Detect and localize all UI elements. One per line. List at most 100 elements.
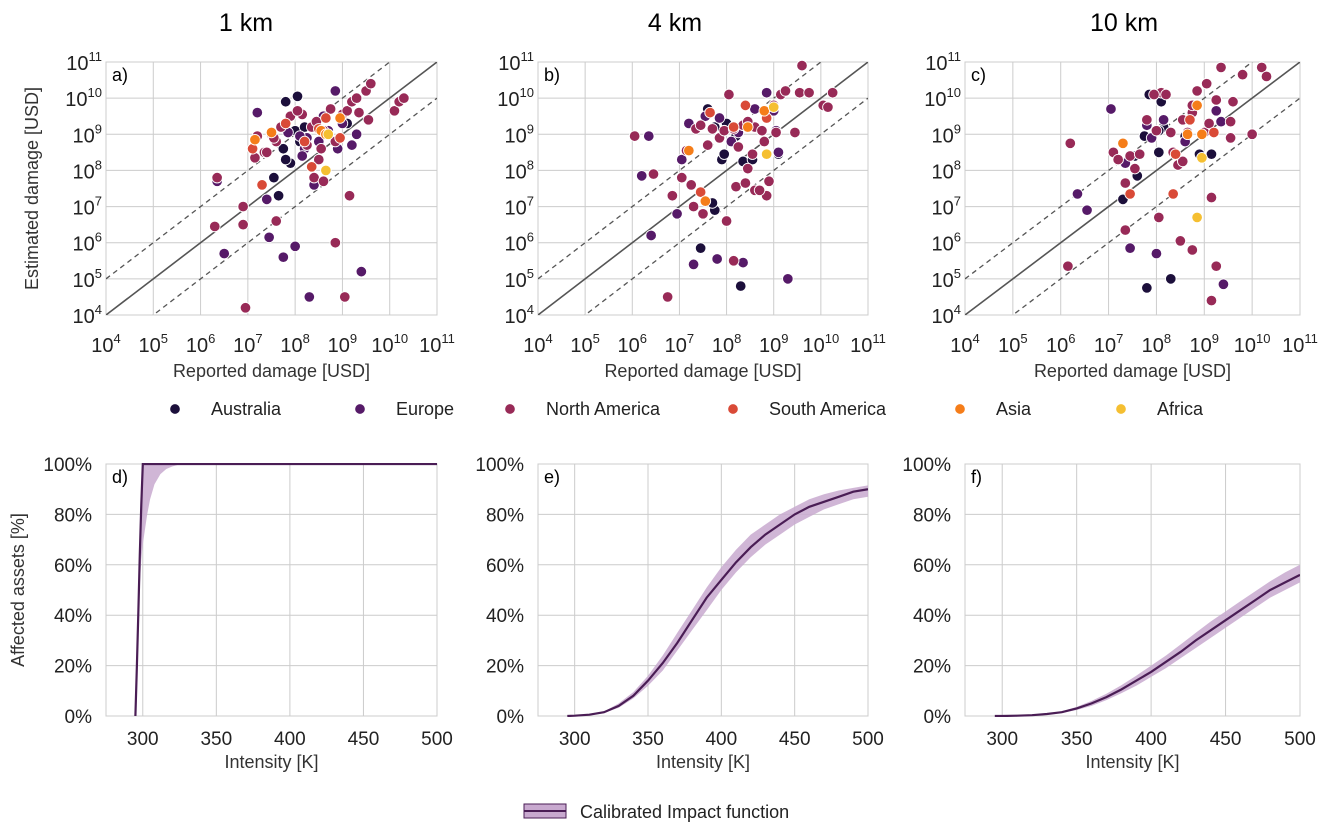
y-tick-label-exp: 10 (947, 85, 961, 100)
y-tick-label-base: 10 (73, 198, 95, 220)
data-point (737, 256, 749, 269)
column-title-4km: 4 km (648, 9, 702, 37)
y-tick-label-base: 10 (73, 161, 95, 183)
x-tick-label-exp: 4 (973, 331, 980, 346)
data-points (209, 77, 410, 314)
x-tick-label-base: 10 (186, 335, 208, 357)
y-tick-label-base: 10 (925, 53, 947, 75)
data-point (298, 135, 311, 148)
x-tick-label-exp: 7 (1116, 331, 1123, 346)
y-tick-label: 108 (505, 157, 534, 183)
data-point (277, 251, 290, 263)
y-tick-label-base: 10 (505, 234, 527, 256)
data-point (1196, 152, 1208, 164)
y-tick-label: 106 (932, 230, 961, 256)
data-point (211, 171, 223, 184)
data-point (249, 133, 261, 146)
data-point (289, 240, 301, 253)
x-tick-label: 350 (632, 729, 664, 750)
y-tick-label: 105 (932, 266, 961, 292)
x-tick-label-exp: 6 (640, 331, 647, 346)
impact-legend: Calibrated Impact function (523, 802, 789, 822)
data-point (734, 280, 747, 292)
x-tick-label-base: 10 (1190, 335, 1212, 357)
y-tick-label: 20% (486, 657, 524, 678)
data-point (1208, 126, 1220, 139)
x-tick-label: 107 (665, 331, 694, 357)
y-tick-label: 108 (73, 157, 102, 183)
y-tick-label: 109 (73, 121, 102, 147)
panel-label: c) (971, 65, 986, 85)
data-point (239, 302, 252, 314)
panel-label: e) (544, 467, 560, 487)
data-point (628, 130, 641, 142)
data-point (355, 265, 368, 278)
data-point (666, 189, 679, 202)
data-point (1215, 115, 1227, 128)
data-point (1141, 114, 1153, 126)
x-tick-label-base: 10 (850, 335, 872, 357)
data-point (779, 85, 792, 97)
data-point (718, 148, 730, 160)
data-point (320, 112, 332, 124)
column-title-1km: 1 km (219, 9, 273, 37)
x-tick-label: 350 (200, 729, 232, 750)
y-tick-label-base: 10 (73, 306, 95, 328)
data-point (1064, 137, 1077, 150)
data-point (277, 142, 290, 155)
y-tick-label-base: 10 (932, 125, 954, 147)
y-tick-label: 40% (54, 606, 92, 627)
y-tick-label: 80% (913, 505, 951, 526)
data-point (263, 231, 275, 244)
x-tick-label-base: 10 (618, 335, 640, 357)
x-tick-label-base: 10 (523, 335, 545, 357)
y-tick-label-exp: 9 (954, 121, 961, 136)
y-tick-label-exp: 5 (95, 266, 102, 281)
data-point (1210, 260, 1222, 272)
y-tick-label: 1011 (925, 49, 961, 75)
y-tick-label-base: 10 (65, 89, 87, 111)
data-point (1210, 94, 1222, 106)
data-point (1205, 294, 1218, 307)
data-point (1224, 132, 1237, 144)
data-point (732, 141, 745, 153)
x-tick-label: 1011 (1282, 331, 1318, 357)
y-tick-label: 1010 (924, 85, 961, 111)
x-axis-label: Reported damage [USD] (173, 361, 370, 381)
data-point (760, 148, 773, 160)
data-point (1255, 61, 1268, 74)
data-point (685, 179, 697, 191)
data-point (1191, 85, 1203, 97)
y-tick-label: 107 (73, 194, 102, 220)
x-tick-label: 1011 (850, 331, 886, 357)
x-tick-label-exp: 5 (1020, 331, 1027, 346)
data-point (322, 128, 334, 141)
data-point (270, 215, 282, 227)
x-tick-label: 104 (91, 331, 120, 357)
y-tick-label: 107 (505, 194, 534, 220)
y-tick-label-exp: 7 (527, 194, 534, 209)
one-to-one-line (965, 62, 1300, 315)
y-tick-label: 108 (932, 157, 961, 183)
data-point (676, 153, 688, 166)
impact-curve (994, 564, 1300, 717)
data-point (329, 236, 342, 249)
x-tick-label-exp: 8 (1164, 331, 1171, 346)
x-tick-label-base: 10 (998, 335, 1020, 357)
y-axis-label: Affected assets [%] (8, 513, 28, 667)
panel-e: 300 350 400 450 500 0% 20% 40% 60% 80% 100% e) Inten… (475, 455, 883, 772)
legend-marker (954, 403, 966, 415)
data-point (1141, 282, 1153, 294)
y-tick-label: 60% (913, 556, 951, 577)
legend-marker (354, 403, 366, 415)
y-tick-label-base: 10 (73, 125, 95, 147)
data-point (701, 139, 714, 151)
data-point (1205, 191, 1218, 204)
one-to-one-line (106, 62, 437, 315)
data-point (324, 103, 337, 115)
y-tick-label-exp: 6 (954, 230, 961, 245)
y-tick-label-base: 10 (932, 270, 954, 292)
y-tick-label: 100% (43, 455, 92, 476)
data-point (1105, 103, 1117, 115)
data-point (256, 179, 268, 191)
